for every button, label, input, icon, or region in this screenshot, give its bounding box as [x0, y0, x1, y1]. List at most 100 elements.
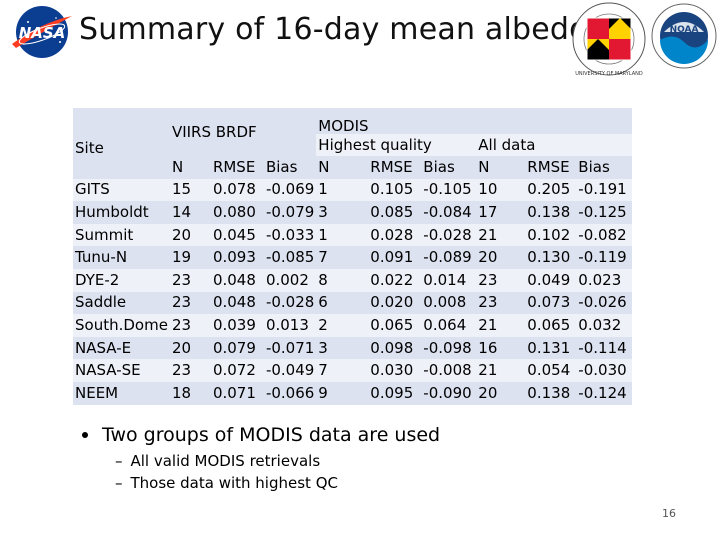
cell-viirs-n: 15 [169, 178, 211, 202]
sub-bullet-text: All valid MODIS retrievals [130, 452, 321, 470]
subheader-cell: RMSE [210, 156, 264, 179]
cell-all-n: 21 [476, 223, 526, 247]
cell-viirs-bias: -0.079 [263, 201, 317, 224]
cell-hq-rmse: 0.098 [368, 336, 422, 360]
cell-all-n: 20 [476, 381, 526, 405]
bullet-main: Two groups of MODIS data are used [82, 424, 440, 446]
dash-icon: – [115, 452, 123, 470]
cell-all-rmse: 0.205 [525, 178, 577, 202]
cell-hq-bias: -0.089 [421, 246, 477, 269]
cell-hq-rmse: 0.065 [368, 314, 422, 337]
sub-bullet: – Those data with highest QC [115, 474, 440, 492]
cell-all-bias: -0.119 [576, 246, 633, 269]
umd-logo-text: UNIVERSITY OF MARYLAND [575, 71, 643, 77]
cell-site: Saddle [73, 291, 170, 315]
cell-all-rmse: 0.130 [525, 246, 577, 269]
table-row: Tunu-N 19 0.093 -0.085 7 0.091 -0.089 20 0.130 -0… [73, 246, 633, 269]
cell-hq-bias: -0.090 [421, 381, 477, 405]
cell-hq-n: 7 [316, 359, 369, 382]
cell-all-rmse: 0.065 [525, 314, 577, 337]
cell-hq-n: 2 [316, 314, 369, 337]
cell-all-bias: -0.125 [576, 201, 633, 224]
cell-hq-bias: -0.008 [421, 359, 477, 382]
table-row: Humboldt 14 0.080 -0.079 3 0.085 -0.084 17 0.138… [73, 201, 633, 224]
cell-hq-bias: -0.028 [421, 223, 477, 247]
cell-hq-rmse: 0.095 [368, 381, 422, 405]
cell-all-n: 23 [476, 268, 526, 292]
cell-viirs-bias: 0.002 [263, 268, 317, 292]
header-highest-quality: Highest quality [316, 134, 477, 156]
cell-viirs-n: 20 [169, 336, 211, 360]
cell-all-bias: -0.030 [576, 359, 633, 382]
subheader-cell: Bias [263, 156, 317, 179]
cell-hq-rmse: 0.091 [368, 246, 422, 269]
cell-viirs-n: 20 [169, 223, 211, 247]
cell-all-bias: -0.026 [576, 291, 633, 315]
cell-site: GITS [73, 178, 170, 202]
cell-site: NEEM [73, 381, 170, 405]
cell-hq-rmse: 0.085 [368, 201, 422, 224]
cell-viirs-n: 14 [169, 201, 211, 224]
cell-viirs-rmse: 0.048 [210, 291, 264, 315]
cell-viirs-bias: -0.033 [263, 223, 317, 247]
cell-site: DYE-2 [73, 268, 170, 292]
cell-hq-bias: 0.014 [421, 268, 477, 292]
cell-all-bias: -0.191 [576, 178, 633, 202]
table-row: Summit 20 0.045 -0.033 1 0.028 -0.028 21 0.102 -0… [73, 223, 633, 247]
cell-hq-bias: -0.105 [421, 178, 477, 202]
cell-hq-n: 7 [316, 246, 369, 269]
page-number: 16 [662, 507, 676, 520]
cell-all-n: 17 [476, 201, 526, 224]
cell-viirs-rmse: 0.080 [210, 201, 264, 224]
cell-viirs-n: 23 [169, 314, 211, 337]
cell-viirs-rmse: 0.093 [210, 246, 264, 269]
header-viirs: VIIRS BRDF [169, 108, 317, 156]
cell-hq-n: 1 [316, 178, 369, 202]
cell-hq-rmse: 0.028 [368, 223, 422, 247]
nasa-logo: NASA [6, 4, 78, 60]
cell-viirs-rmse: 0.045 [210, 223, 264, 247]
noaa-logo: NOAA [650, 2, 718, 70]
sub-bullet-text: Those data with highest QC [130, 474, 338, 492]
cell-hq-rmse: 0.030 [368, 359, 422, 382]
cell-viirs-rmse: 0.039 [210, 314, 264, 337]
sub-bullet: – All valid MODIS retrievals [115, 452, 440, 470]
header-site: Site [73, 108, 170, 156]
subheader-cell: RMSE [525, 156, 577, 179]
cell-hq-n: 6 [316, 291, 369, 315]
table-row: NASA-E 20 0.079 -0.071 3 0.098 -0.098 16 0.131 -0… [73, 336, 633, 360]
cell-viirs-bias: -0.028 [263, 291, 317, 315]
cell-all-n: 10 [476, 178, 526, 202]
cell-hq-n: 9 [316, 381, 369, 405]
cell-viirs-n: 23 [169, 291, 211, 315]
cell-viirs-bias: -0.049 [263, 359, 317, 382]
cell-viirs-n: 23 [169, 359, 211, 382]
cell-viirs-bias: -0.071 [263, 336, 317, 360]
cell-viirs-bias: -0.069 [263, 178, 317, 202]
cell-all-n: 16 [476, 336, 526, 360]
table-row: South.Dome 23 0.039 0.013 2 0.065 0.064 21 0.065… [73, 314, 633, 337]
cell-hq-n: 3 [316, 336, 369, 360]
cell-hq-rmse: 0.105 [368, 178, 422, 202]
table-row: Saddle 23 0.048 -0.028 6 0.020 0.008 23 0.073 -0.… [73, 291, 633, 315]
cell-hq-n: 3 [316, 201, 369, 224]
table-row: DYE-2 23 0.048 0.002 8 0.022 0.014 23 0.049 0.023 [73, 268, 633, 292]
cell-hq-rmse: 0.020 [368, 291, 422, 315]
cell-viirs-n: 23 [169, 268, 211, 292]
cell-site: Summit [73, 223, 170, 247]
subheader-cell: N [169, 156, 211, 179]
table-subheader-row: N RMSE Bias N RMSE Bias N RMSE Bias [73, 156, 633, 179]
cell-viirs-bias: -0.066 [263, 381, 317, 405]
cell-hq-bias: -0.084 [421, 201, 477, 224]
cell-hq-n: 8 [316, 268, 369, 292]
cell-all-rmse: 0.049 [525, 268, 577, 292]
cell-viirs-rmse: 0.071 [210, 381, 264, 405]
cell-all-rmse: 0.131 [525, 336, 577, 360]
table-row: NEEM 18 0.071 -0.066 9 0.095 -0.090 20 0.138 -0.1… [73, 381, 633, 405]
subheader-cell: Bias [576, 156, 633, 179]
cell-all-bias: -0.082 [576, 223, 633, 247]
cell-all-n: 20 [476, 246, 526, 269]
cell-all-bias: -0.124 [576, 381, 633, 405]
noaa-logo-text: NOAA [670, 25, 699, 35]
subheader-cell: RMSE [368, 156, 422, 179]
